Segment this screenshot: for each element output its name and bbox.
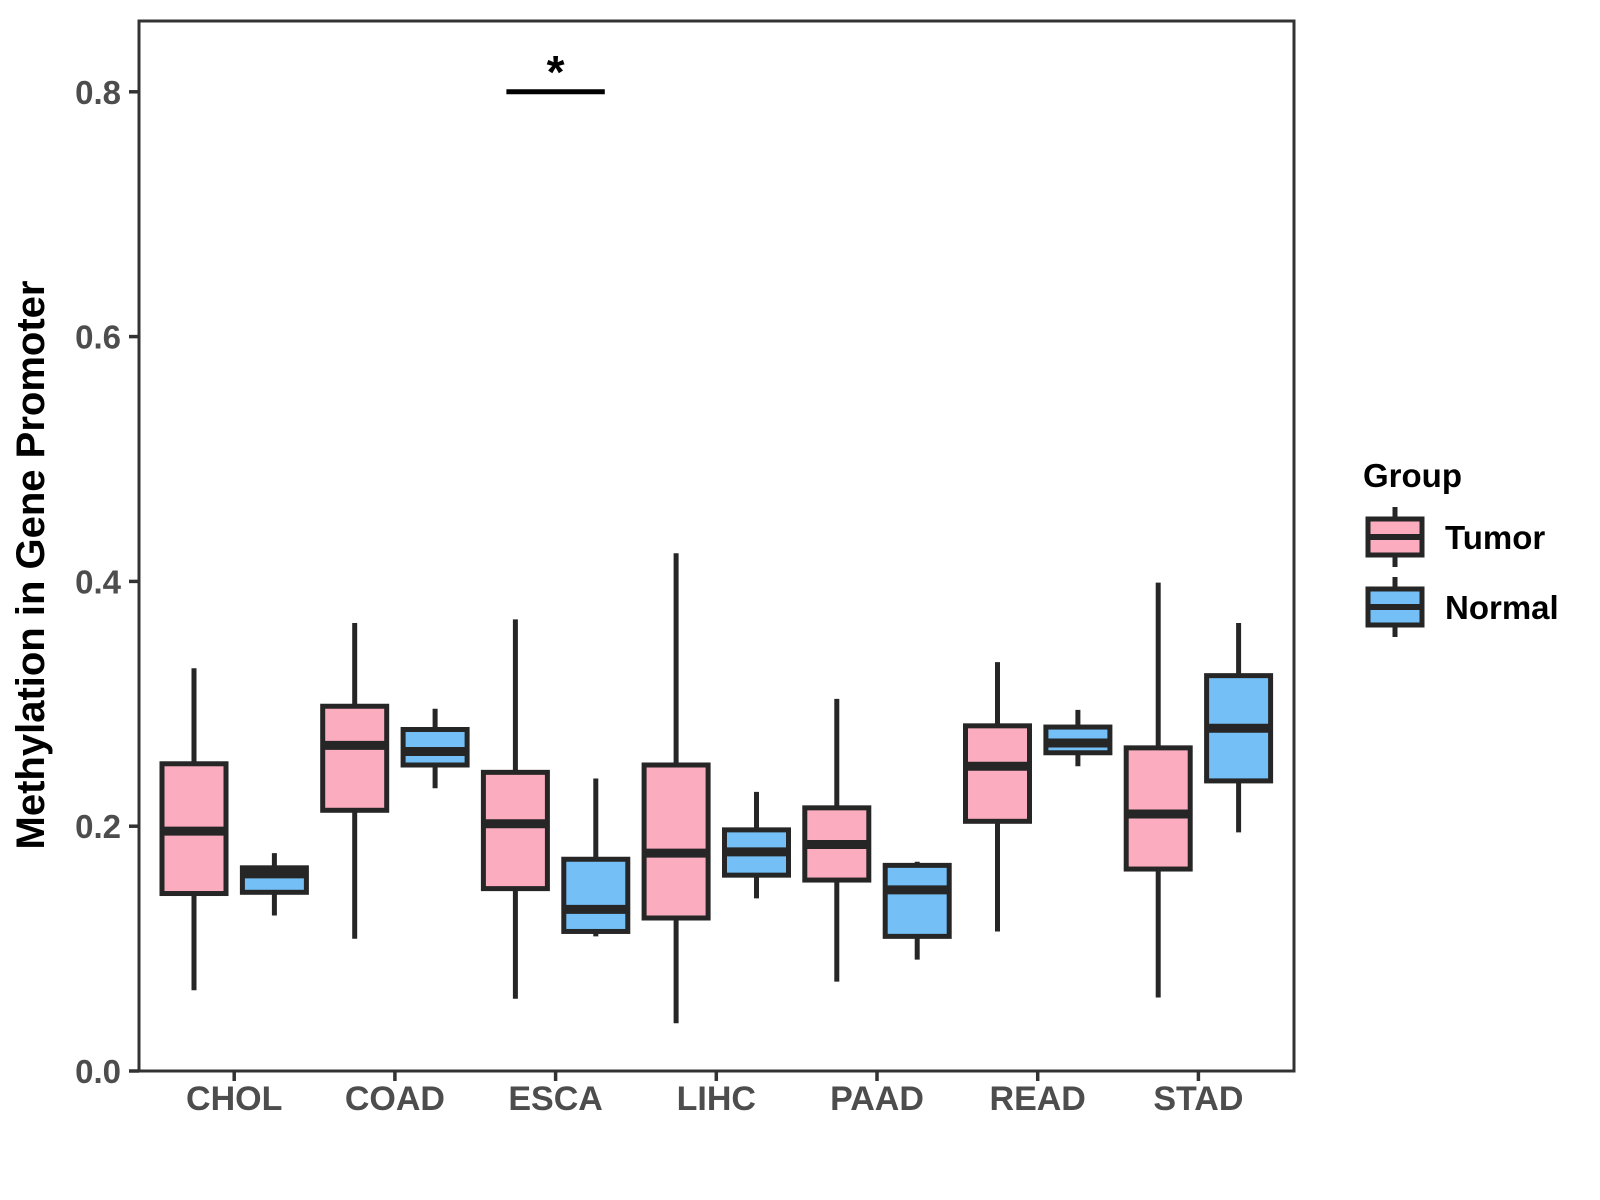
box-read-normal bbox=[1043, 709, 1113, 767]
box-chol-tumor bbox=[159, 668, 229, 991]
x-tick-label-coad: COAD bbox=[345, 1080, 445, 1118]
legend-label-normal: Normal bbox=[1445, 589, 1559, 626]
significance-star: * bbox=[547, 46, 565, 98]
y-axis: 0.0 0.2 0.4 0.6 0.8 bbox=[75, 74, 139, 1090]
box-read-tumor bbox=[963, 662, 1032, 932]
panel-border bbox=[137, 19, 1296, 1073]
box-stad-tumor bbox=[1123, 582, 1193, 998]
x-tick-label-stad: STAD bbox=[1153, 1080, 1243, 1118]
x-tick-label-read: READ bbox=[990, 1080, 1086, 1118]
x-tick-label-lihc: LIHC bbox=[677, 1080, 756, 1118]
box-paad-tumor bbox=[802, 698, 872, 982]
box-lihc-normal bbox=[722, 791, 791, 899]
legend-key-normal bbox=[1365, 577, 1425, 637]
box-chol-normal bbox=[239, 853, 309, 916]
y-tick-label: 0.8 bbox=[75, 74, 121, 111]
box-lihc-tumor bbox=[641, 553, 711, 1024]
x-tick-label-chol: CHOL bbox=[186, 1080, 282, 1118]
box-stad-normal bbox=[1204, 623, 1274, 833]
x-tick-label-paad: PAAD bbox=[830, 1080, 924, 1118]
x-axis: CHOL COAD ESCA LIHC PAAD READ STAD bbox=[186, 1071, 1243, 1118]
box-esca-normal bbox=[561, 778, 631, 937]
box-esca-tumor bbox=[480, 619, 550, 999]
box-coad-tumor bbox=[320, 623, 390, 939]
iqr-box bbox=[561, 856, 631, 934]
y-axis-title: Methylation in Gene Promoter bbox=[9, 281, 53, 850]
iqr-box bbox=[480, 769, 550, 892]
legend-label-tumor: Tumor bbox=[1445, 519, 1545, 556]
iqr-box bbox=[320, 703, 390, 813]
box-coad-normal bbox=[400, 708, 470, 789]
boxes-layer bbox=[159, 553, 1274, 1024]
y-tick-label: 0.2 bbox=[75, 808, 121, 845]
y-tick-label: 0.0 bbox=[75, 1053, 121, 1090]
iqr-box bbox=[641, 762, 711, 921]
significance-annotation: * bbox=[506, 46, 605, 98]
iqr-box bbox=[963, 723, 1032, 824]
box-paad-normal bbox=[882, 861, 952, 960]
y-tick-label: 0.6 bbox=[75, 319, 121, 356]
y-tick-label: 0.4 bbox=[75, 563, 122, 600]
legend-title: Group bbox=[1363, 457, 1462, 494]
legend-key-tumor bbox=[1365, 507, 1425, 567]
iqr-box bbox=[882, 862, 952, 939]
iqr-box bbox=[1123, 745, 1193, 872]
legend: Group Tumor Normal bbox=[1363, 457, 1559, 637]
x-tick-label-esca: ESCA bbox=[508, 1080, 602, 1118]
